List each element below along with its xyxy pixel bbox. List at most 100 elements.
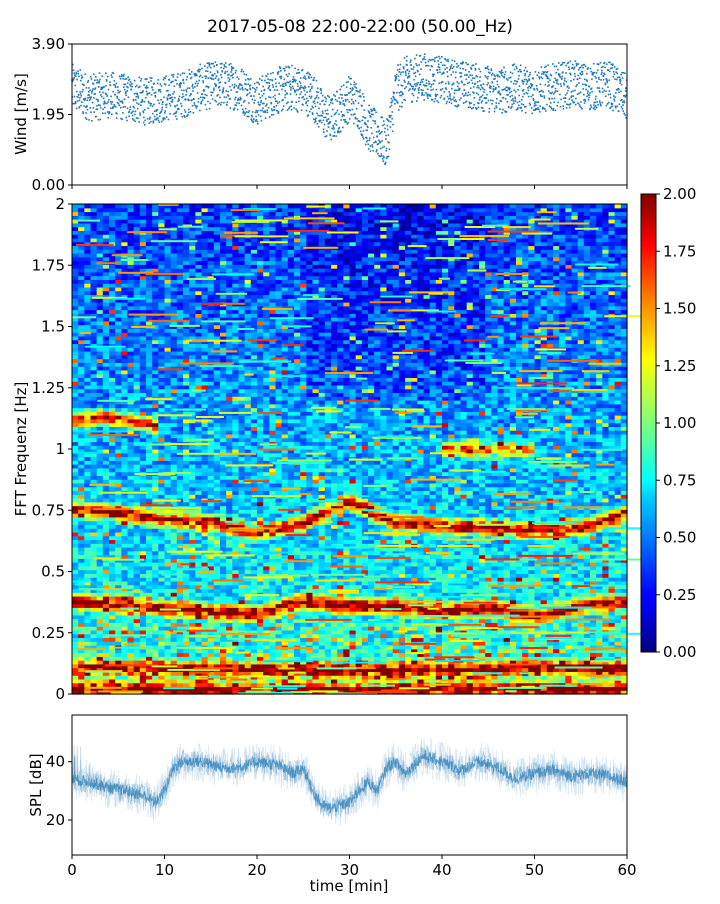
spectrogram-cell xyxy=(97,498,104,502)
spectrogram-cell xyxy=(115,460,122,464)
spectrogram-cell xyxy=(134,359,141,363)
spectrogram-cell xyxy=(158,509,165,513)
wind-point xyxy=(285,84,287,86)
wind-point xyxy=(363,138,365,140)
wind-point xyxy=(614,73,616,75)
spectrogram-cell xyxy=(128,513,135,517)
spectrogram-cell xyxy=(171,381,178,385)
spectrogram-cell xyxy=(97,362,104,366)
wind-point xyxy=(400,74,402,76)
spectrogram-cell xyxy=(128,649,135,653)
wind-point xyxy=(527,80,529,82)
wind-point xyxy=(590,68,592,70)
wind-point xyxy=(478,107,480,109)
spectrogram-cell xyxy=(109,551,116,555)
wind-point xyxy=(550,102,552,104)
spectrogram-cell xyxy=(72,656,79,660)
spectrogram-cell xyxy=(134,242,141,246)
spectrogram-cell xyxy=(171,581,178,585)
wind-point xyxy=(343,100,345,102)
spectrogram-cell xyxy=(109,604,116,608)
wind-point xyxy=(316,80,318,82)
wind-point xyxy=(348,76,350,78)
wind-point xyxy=(168,94,170,96)
spectrogram-cell xyxy=(146,215,153,219)
spectrogram-cell xyxy=(109,626,116,630)
spectrogram-cell xyxy=(171,675,178,679)
wind-point xyxy=(166,116,168,118)
spectrogram-cell xyxy=(158,434,165,438)
wind-point xyxy=(568,62,570,64)
spectrogram-cell xyxy=(183,479,190,483)
spectrogram-cell xyxy=(152,607,159,611)
wind-point xyxy=(218,78,220,80)
wind-point xyxy=(538,101,540,103)
wind-point xyxy=(333,94,335,96)
spectrogram-cell xyxy=(128,460,135,464)
spectrogram-cell xyxy=(158,264,165,268)
spectrogram-cell xyxy=(128,377,135,381)
spectrogram-cell xyxy=(115,332,122,336)
wind-point xyxy=(487,84,489,86)
spectrogram-cell xyxy=(72,573,79,577)
spectrogram-cell xyxy=(183,600,190,604)
wind-point xyxy=(469,74,471,76)
spectrogram-cell xyxy=(115,487,122,491)
spectrogram-cell xyxy=(152,653,159,657)
spectrogram-cell xyxy=(109,494,116,498)
spectrogram-cell xyxy=(115,234,122,238)
wind-point xyxy=(535,105,537,107)
spectrogram-cell xyxy=(158,619,165,623)
spectrogram-cell xyxy=(78,472,85,476)
spectrogram-cell xyxy=(78,423,85,427)
spectrogram-cell xyxy=(109,347,116,351)
spectrogram-cell xyxy=(140,227,147,231)
wind-point xyxy=(304,86,306,88)
spectrogram-cell xyxy=(97,283,104,287)
spectrogram-cell xyxy=(140,347,147,351)
wind-point xyxy=(92,102,94,104)
spectrogram-cell xyxy=(134,551,141,555)
wind-point xyxy=(290,89,292,91)
spectrogram-cell xyxy=(140,483,147,487)
wind-point xyxy=(259,97,261,99)
wind-point xyxy=(396,92,398,94)
wind-point xyxy=(258,101,260,103)
spectrogram-cell xyxy=(121,230,128,234)
wind-point xyxy=(148,102,150,104)
wind-point xyxy=(95,87,97,89)
spectrogram-cell xyxy=(91,656,98,660)
spectrogram-cell xyxy=(91,359,98,363)
wind-point xyxy=(255,89,257,91)
wind-point xyxy=(560,106,562,108)
wind-point xyxy=(415,85,417,87)
wind-point xyxy=(346,94,348,96)
spectrogram-cell xyxy=(183,509,190,513)
wind-point xyxy=(340,119,342,121)
wind-point xyxy=(258,114,260,116)
wind-point xyxy=(595,77,597,79)
wind-point xyxy=(266,103,268,105)
spectrogram-cell xyxy=(146,562,153,566)
spectrogram-cell xyxy=(177,483,184,487)
spectrogram-cell xyxy=(177,234,184,238)
spectrogram-cell xyxy=(97,457,104,461)
spectrogram-cell xyxy=(115,551,122,555)
wind-point xyxy=(595,98,597,100)
spectrogram-cell xyxy=(140,283,147,287)
wind-point xyxy=(374,120,376,122)
spectrogram-cell xyxy=(183,434,190,438)
wind-point xyxy=(401,92,403,94)
spectrogram-cell xyxy=(134,261,141,265)
spectrogram-cell xyxy=(84,362,91,366)
spectrogram-cell xyxy=(158,430,165,434)
wind-point xyxy=(459,88,461,90)
wind-point xyxy=(410,61,412,63)
wind-point xyxy=(397,102,399,104)
spectrogram-cell xyxy=(115,675,122,679)
wind-point xyxy=(253,102,255,104)
wind-point xyxy=(538,76,540,78)
spectrogram-cell xyxy=(140,215,147,219)
